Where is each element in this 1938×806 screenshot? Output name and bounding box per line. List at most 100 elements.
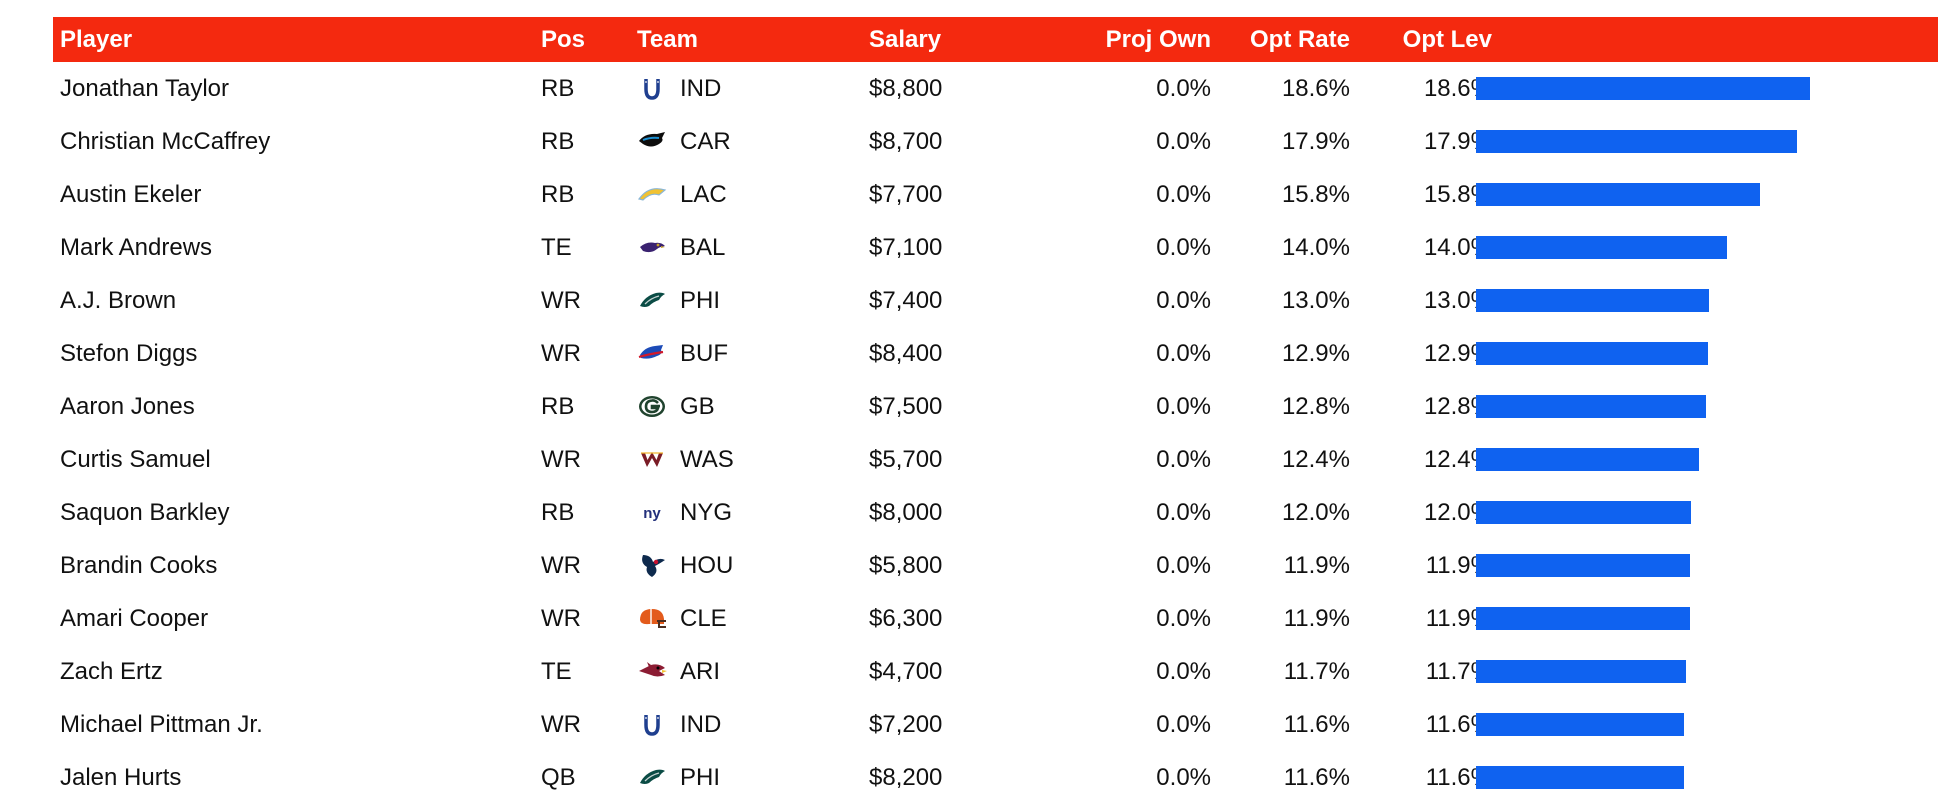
table-row[interactable]: Jalen Hurts QB PHI $8,200 0.0% 11.6% 11.6% [53,751,1938,804]
eagles-icon [637,765,667,790]
browns-helmet-icon [637,606,667,631]
player-position: TE [541,234,572,261]
table-row[interactable]: Saquon Barkley RB NYG $8,000 0.0% 12.0% 12.0% n… [53,486,1938,539]
salary-value: $5,800 [869,552,943,579]
team-abbrev: WAS [680,446,734,473]
player-name: Zach Ertz [60,658,163,685]
opt-lev-bar [1476,395,1706,418]
proj-own-value: 0.0% [1156,552,1211,579]
salary-value: $8,000 [869,499,943,526]
opt-rate-value: 14.0% [1281,234,1350,261]
header-salary[interactable]: Salary [869,26,942,53]
table-row[interactable]: A.J. Brown WR PHI $7,400 0.0% 13.0% 13.0% [53,274,1938,327]
proj-own-value: 0.0% [1156,234,1211,261]
player-name: Saquon Barkley [60,499,230,526]
header-opt-rate[interactable]: Opt Rate [1249,26,1350,53]
proj-own-value: 0.0% [1156,764,1211,791]
proj-own-value: 0.0% [1156,711,1211,738]
salary-value: $8,800 [869,75,943,102]
opt-lev-bar [1476,448,1699,471]
team-abbrev: IND [680,75,722,102]
opt-lev-bar [1476,236,1727,259]
table-row[interactable]: Aaron Jones RB GB $7,500 0.0% 12.8% 12.8% [53,380,1938,433]
opt-lev-bar [1476,501,1691,524]
opt-rate-value: 12.4% [1281,446,1350,473]
texans-icon [637,553,667,578]
team-abbrev: CAR [680,128,731,155]
player-name: Aaron Jones [60,393,195,420]
colts-horseshoe-icon [637,712,667,737]
proj-own-value: 0.0% [1156,499,1211,526]
table-row[interactable]: Christian McCaffrey RB CAR $8,700 0.0% 17.9% 1… [53,115,1938,168]
opt-lev-bar [1476,130,1797,153]
opt-rate-value: 15.8% [1281,181,1350,208]
team-abbrev: PHI [680,287,721,314]
opt-rate-value: 11.6% [1283,764,1350,791]
opt-rate-value: 12.8% [1281,393,1350,420]
player-position: WR [541,287,581,314]
table-row[interactable]: Amari Cooper WR CLE $6,300 0.0% 11.9% 11.9% [53,592,1938,645]
player-position: RB [541,499,575,526]
table-row[interactable]: Curtis Samuel WR WAS $5,700 0.0% 12.4% 12.4% [53,433,1938,486]
proj-own-value: 0.0% [1156,446,1211,473]
opt-lev-bar [1476,554,1690,577]
salary-value: $5,700 [869,446,943,473]
ravens-icon [637,235,667,260]
player-position: RB [541,128,575,155]
table-header: Player Pos Team Salary Proj Own Opt Rate… [53,17,1938,62]
packers-g-icon [637,394,667,419]
opt-lev-bar [1476,342,1708,365]
team-abbrev: GB [680,393,715,420]
table-row[interactable]: Jonathan Taylor RB IND $8,800 0.0% 18.6% 18.6% [53,62,1938,115]
team-abbrev: IND [680,711,722,738]
header-pos[interactable]: Pos [541,26,586,53]
giants-ny-icon: ny [637,500,667,525]
proj-own-value: 0.0% [1156,75,1211,102]
player-name: Amari Cooper [60,605,209,632]
header-opt-lev[interactable]: Opt Lev [1402,26,1492,53]
header-player[interactable]: Player [60,26,133,53]
player-name: Christian McCaffrey [60,128,271,155]
table-row[interactable]: Stefon Diggs WR BUF $8,400 0.0% 12.9% 12.9% [53,327,1938,380]
opt-rate-value: 11.6% [1283,711,1350,738]
table-row[interactable]: Austin Ekeler RB LAC $7,700 0.0% 15.8% 15.8% [53,168,1938,221]
table-row[interactable]: Mark Andrews TE BAL $7,100 0.0% 14.0% 14.0% [53,221,1938,274]
colts-horseshoe-icon [637,76,667,101]
proj-own-value: 0.0% [1156,128,1211,155]
header-proj-own[interactable]: Proj Own [1105,26,1211,53]
player-name: A.J. Brown [60,287,177,314]
team-abbrev: PHI [680,764,721,791]
bills-icon [637,341,667,366]
header-team[interactable]: Team [637,26,698,53]
table-row[interactable]: Zach Ertz TE ARI $4,700 0.0% 11.7% 11.7% [53,645,1938,698]
player-position: WR [541,711,581,738]
commanders-w-icon [637,447,667,472]
cardinals-icon [637,659,667,684]
player-name: Mark Andrews [60,234,213,261]
salary-value: $8,200 [869,764,943,791]
opt-rate-value: 12.0% [1281,499,1350,526]
opt-lev-bar [1476,289,1709,312]
player-name: Stefon Diggs [60,340,198,367]
opt-lev-bar [1476,77,1810,100]
salary-value: $7,200 [869,711,943,738]
team-abbrev: BAL [680,234,726,261]
player-name: Austin Ekeler [60,181,202,208]
svg-text:ny: ny [643,505,661,522]
chargers-bolt-icon [637,182,667,207]
opt-lev-bar [1476,607,1690,630]
table-row[interactable]: Brandin Cooks WR HOU $5,800 0.0% 11.9% 11.9% [53,539,1938,592]
proj-own-value: 0.0% [1156,658,1211,685]
player-position: WR [541,340,581,367]
team-abbrev: HOU [680,552,734,579]
opt-rate-value: 11.9% [1283,605,1350,632]
player-position: WR [541,605,581,632]
player-name: Curtis Samuel [60,446,211,473]
proj-own-value: 0.0% [1156,181,1211,208]
table-row[interactable]: Michael Pittman Jr. WR IND $7,200 0.0% 11.6% 1… [53,698,1938,751]
eagles-icon [637,288,667,313]
panthers-icon [637,129,667,154]
player-name: Jonathan Taylor [60,75,230,102]
player-position: RB [541,181,575,208]
player-name: Michael Pittman Jr. [60,711,263,738]
